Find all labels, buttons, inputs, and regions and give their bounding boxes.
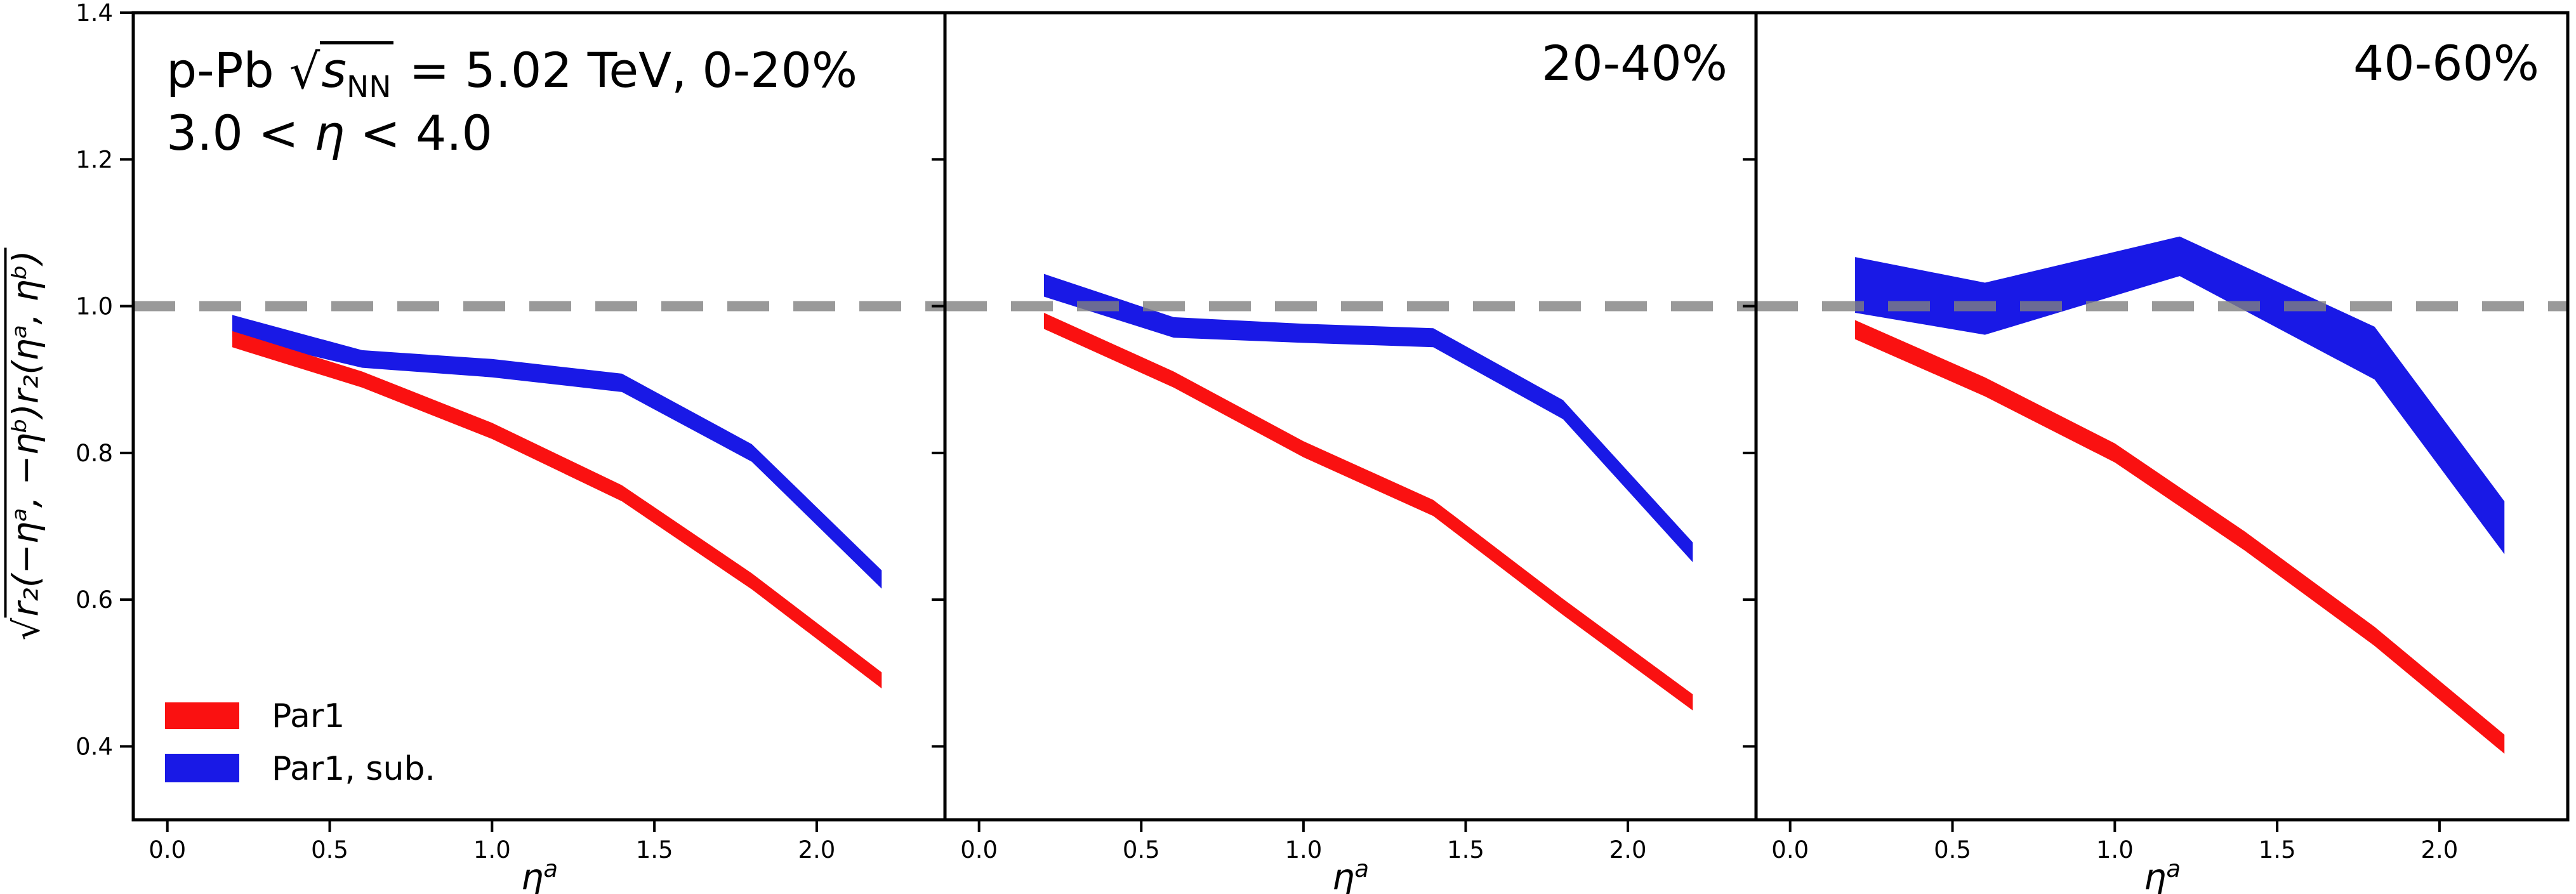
eta-superscript-a: a	[1354, 855, 1370, 883]
blue-band-panel-2	[1043, 273, 1693, 563]
centrality-label-20-40: 20-40%	[1541, 35, 1727, 91]
y-tick-label: 1.4	[76, 0, 113, 27]
x-tick-label: 1.5	[636, 836, 673, 864]
eta-superscript-a: a	[543, 855, 558, 883]
red-band-panel-2	[1043, 312, 1693, 711]
red-band-panel-3	[1855, 320, 2505, 754]
text-collision-system: p-Pb	[166, 42, 289, 98]
y-axis-formula: r₂(−ηᵃ, −ηᵇ)r₂(ηᵃ, ηᵇ)	[4, 247, 47, 618]
legend-swatch-par1	[165, 702, 239, 729]
eta-symbol: η	[2143, 857, 2167, 894]
sqrt-radicand: sNN	[320, 41, 394, 105]
eta-symbol: η	[520, 857, 544, 894]
y-axis-label: √r₂(−ηᵃ, −ηᵇ)r₂(ηᵃ, ηᵇ)	[4, 247, 48, 641]
red-band-panel-1	[232, 331, 882, 689]
x-tick-label: 1.5	[2259, 836, 2296, 864]
x-tick-label: 0.5	[311, 836, 348, 864]
x-tick-label: 1.0	[2096, 836, 2134, 864]
y-tick-label: 1.0	[76, 293, 113, 320]
text-energy-centrality: = 5.02 TeV, 0-20%	[393, 42, 858, 98]
eta-symbol: η	[314, 105, 345, 162]
x-tick-label: 2.0	[2421, 836, 2458, 864]
x-tick-label: 1.5	[1447, 836, 1484, 864]
y-tick-label: 0.6	[76, 586, 113, 614]
x-axis-label-panel-2: ηa	[1332, 855, 1369, 894]
x-axis-label-panel-3: ηa	[2144, 855, 2181, 894]
text-eta-high: < 4.0	[345, 105, 492, 162]
sqrt-symbol: √	[289, 43, 320, 100]
y-tick-label: 0.4	[76, 733, 113, 760]
x-tick-label: 2.0	[798, 836, 835, 864]
x-tick-label: 0.0	[960, 836, 998, 864]
annotation-block: p-Pb √sNN = 5.02 TeV, 0-20% 3.0 < η < 4.…	[166, 39, 857, 164]
text-s: s	[321, 42, 347, 98]
x-tick-label: 0.5	[1934, 836, 1971, 864]
sqrt-symbol: √	[6, 617, 48, 641]
x-tick-label: 0.5	[1123, 836, 1160, 864]
annotation-line-energy: p-Pb √sNN = 5.02 TeV, 0-20%	[166, 39, 857, 102]
x-tick-label: 2.0	[1609, 836, 1647, 864]
centrality-label-40-60: 40-60%	[2353, 35, 2539, 91]
x-tick-label: 0.0	[1771, 836, 1809, 864]
x-axis-label-panel-1: ηa	[521, 855, 558, 894]
y-tick-label: 0.8	[76, 440, 113, 467]
text-snn-subscript: NN	[346, 70, 392, 105]
legend-label-par1: Par1	[272, 697, 345, 735]
blue-band-panel-1	[232, 315, 882, 589]
annotation-line-eta-range: 3.0 < η < 4.0	[166, 102, 857, 164]
legend-swatch-par1-sub	[165, 754, 239, 782]
x-tick-label: 0.0	[149, 836, 186, 864]
plot-border	[131, 11, 2570, 822]
eta-symbol: η	[1331, 857, 1355, 894]
blue-band-panel-3	[1855, 236, 2505, 555]
eta-superscript-a: a	[2166, 855, 2181, 883]
x-tick-label: 1.0	[473, 836, 511, 864]
text-eta-low: 3.0 <	[166, 105, 314, 162]
x-tick-label: 1.0	[1285, 836, 1322, 864]
y-tick-label: 1.2	[76, 146, 113, 173]
legend-label-par1-sub: Par1, sub.	[272, 750, 435, 788]
